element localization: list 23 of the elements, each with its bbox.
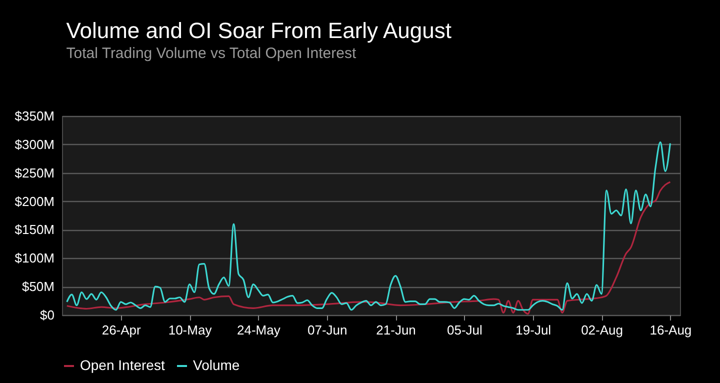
- y-tick-label: $100M: [14, 250, 54, 266]
- y-tick-label: $0: [40, 308, 54, 322]
- x-tick-label: 19-Jul: [516, 322, 552, 338]
- x-tick-label: 10-May: [168, 322, 212, 338]
- line-series: [66, 181, 671, 315]
- y-tick-label: $200M: [14, 194, 54, 209]
- x-tick-label: 07-Jun: [307, 322, 348, 338]
- y-tick-label: $250M: [14, 165, 54, 180]
- y-tick-label: $50M: [22, 279, 54, 294]
- x-tick-label: 02-Aug: [581, 322, 623, 338]
- line-series: [66, 141, 671, 311]
- x-tick-label: 26-Apr: [102, 322, 142, 338]
- x-tick-label: 16-Aug: [650, 322, 692, 338]
- x-tick-label: 24-May: [237, 322, 281, 338]
- legend-label: Volume: [193, 357, 240, 373]
- x-tick-label: 21-Jun: [376, 322, 416, 338]
- y-tick-label: $350M: [14, 108, 54, 124]
- chart-subtitle: Total Trading Volume vs Total Open Interest: [66, 45, 357, 62]
- chart-title: Volume and OI Soar From Early August: [66, 18, 452, 43]
- x-tick-label: 05-Jul: [446, 322, 482, 338]
- y-tick-label: $300M: [14, 136, 54, 152]
- legend-label: Open Interest: [80, 357, 165, 373]
- y-tick-label: $150M: [14, 222, 54, 238]
